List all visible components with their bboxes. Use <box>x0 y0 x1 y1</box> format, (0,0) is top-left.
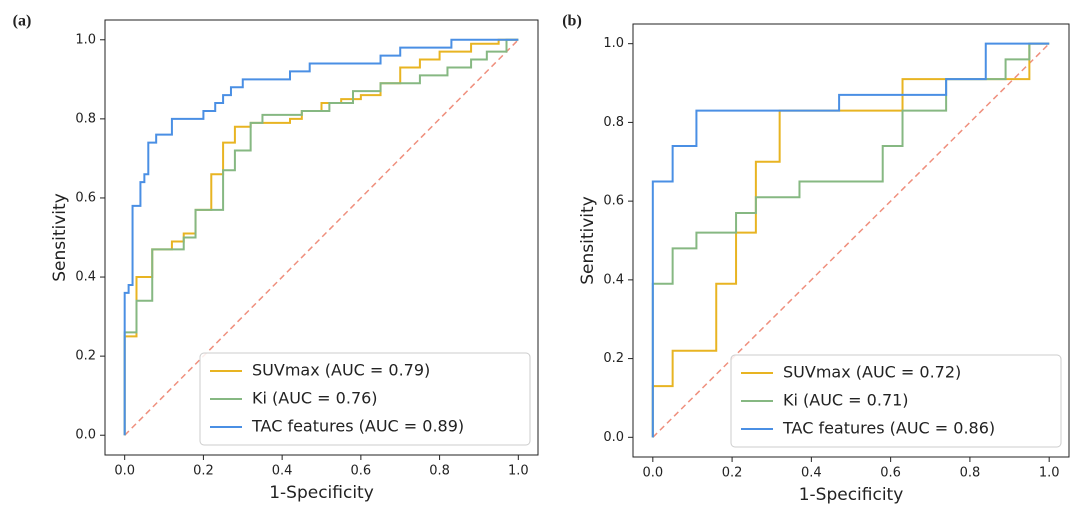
roc-curve <box>651 42 1050 438</box>
x-tick-label: 0.4 <box>801 466 822 481</box>
reference-line <box>652 43 1050 438</box>
y-tick-label: 0.2 <box>75 349 96 364</box>
y-tick-label: 0.8 <box>75 111 96 126</box>
roc-curve <box>123 38 519 436</box>
y-tick-label: 0.4 <box>603 272 624 287</box>
y-axis-label: Sensitivity <box>578 196 598 285</box>
x-tick-label: 0.0 <box>114 464 135 479</box>
y-tick-label: 0.6 <box>603 194 624 209</box>
plot-frame <box>104 19 539 456</box>
x-tick-label: 0.6 <box>880 466 901 481</box>
legend-label: TAC features (AUC = 0.86) <box>782 419 995 438</box>
legend-label: Ki (AUC = 0.71) <box>783 391 909 410</box>
roc-curve <box>651 42 1050 438</box>
x-tick-label: 0.2 <box>193 464 214 479</box>
x-tick-label: 0.6 <box>351 464 372 479</box>
x-tick-label: 0.4 <box>272 464 293 479</box>
y-tick-label: 0.6 <box>75 190 96 205</box>
x-tick-label: 1.0 <box>508 464 529 479</box>
panel-label: (a) <box>13 13 32 30</box>
y-tick-label: 0.2 <box>603 351 624 366</box>
y-tick-label: 1.0 <box>603 36 624 51</box>
legend-label: TAC features (AUC = 0.89) <box>251 417 464 436</box>
y-tick-label: 0.0 <box>75 428 96 443</box>
legend-box <box>199 352 531 446</box>
x-tick-label: 0.2 <box>722 466 743 481</box>
x-tick-label: 0.8 <box>960 466 981 481</box>
x-tick-label: 1.0 <box>1039 466 1060 481</box>
x-axis-label: 1-Specificity <box>269 483 374 503</box>
x-axis-label: 1-Specificity <box>799 485 904 505</box>
y-tick-label: 0.0 <box>603 430 624 445</box>
roc-curve <box>123 38 519 436</box>
legend-label: Ki (AUC = 0.76) <box>252 389 378 408</box>
x-tick-label: 0.8 <box>429 464 450 479</box>
legend-label: SUVmax (AUC = 0.72) <box>783 363 961 382</box>
y-axis-label: Sensitivity <box>50 193 70 282</box>
legend-box <box>730 354 1062 448</box>
panel-label: (b) <box>562 13 582 30</box>
y-tick-label: 0.8 <box>603 115 624 130</box>
reference-line <box>124 39 519 436</box>
x-tick-label: 0.0 <box>642 466 663 481</box>
legend-label: SUVmax (AUC = 0.79) <box>252 361 430 380</box>
y-tick-label: 1.0 <box>75 32 96 47</box>
roc-curve <box>651 42 1050 438</box>
roc-curve <box>123 38 519 436</box>
y-tick-label: 0.4 <box>75 270 96 285</box>
plot-frame <box>632 23 1070 458</box>
